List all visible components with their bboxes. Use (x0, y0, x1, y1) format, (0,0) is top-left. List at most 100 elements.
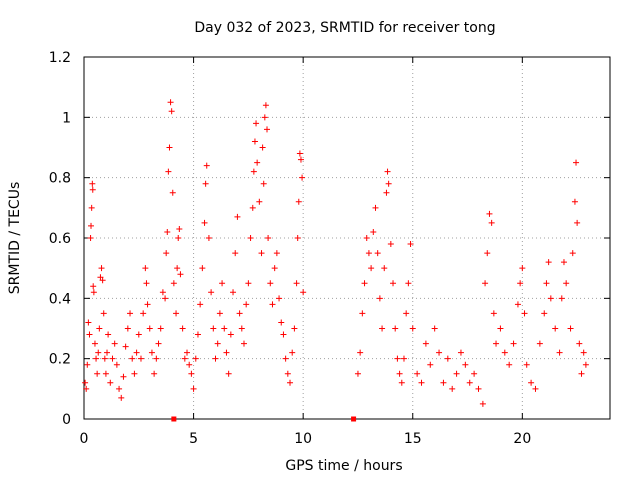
data-point (190, 385, 197, 392)
data-point (560, 259, 567, 266)
data-point (179, 325, 186, 332)
data-point (202, 180, 209, 187)
data-point (479, 400, 486, 407)
data-point (137, 355, 144, 362)
data-point (259, 144, 266, 151)
data-point (383, 189, 390, 196)
y-tick-label: 0.2 (49, 352, 71, 368)
data-point (359, 310, 366, 317)
data-point (427, 361, 434, 368)
data-point (256, 198, 263, 205)
data-point (466, 379, 473, 386)
data-point (563, 280, 570, 287)
data-point (188, 370, 195, 377)
data-point (273, 250, 280, 257)
data-point (135, 331, 142, 338)
data-point (506, 361, 513, 368)
x-tick-label: 15 (404, 431, 422, 447)
data-point (521, 310, 528, 317)
data-point (140, 310, 147, 317)
data-point (545, 259, 552, 266)
data-point (131, 370, 138, 377)
x-axis-label: GPS time / hours (285, 458, 402, 474)
data-point (372, 204, 379, 211)
data-point (363, 235, 370, 241)
data-point (163, 250, 170, 257)
data-point (556, 349, 563, 356)
data-point (122, 343, 129, 350)
data-point (227, 331, 234, 338)
data-point (436, 349, 443, 356)
data-point (407, 241, 414, 248)
data-point (582, 361, 589, 368)
data-point (192, 355, 199, 362)
data-point (501, 349, 508, 356)
data-point (184, 349, 191, 356)
data-point (174, 265, 181, 272)
data-point (155, 340, 162, 347)
data-point (269, 301, 276, 308)
data-point (205, 235, 212, 241)
data-point (258, 250, 265, 257)
data-point (86, 331, 93, 338)
data-point (223, 349, 230, 356)
gap-markers (171, 416, 357, 422)
data-point (486, 210, 493, 217)
gap-marker (171, 416, 177, 422)
data-point (249, 204, 256, 211)
data-point (368, 265, 375, 272)
data-point (354, 370, 361, 377)
data-point (90, 283, 97, 290)
data-point (576, 340, 583, 347)
data-point (488, 219, 495, 226)
data-point (543, 280, 550, 287)
data-point (109, 355, 116, 362)
data-point (127, 310, 134, 317)
data-point (297, 156, 304, 163)
y-tick-label: 0.8 (49, 171, 71, 187)
x-tick-label: 10 (294, 431, 312, 447)
data-point (243, 301, 250, 308)
data-point (361, 280, 368, 287)
data-point (444, 355, 451, 362)
data-point (175, 235, 182, 241)
data-point (91, 340, 98, 347)
data-point (159, 289, 166, 296)
data-point (82, 379, 89, 386)
data-point (291, 325, 298, 332)
data-point (261, 114, 268, 121)
data-point (405, 280, 412, 287)
data-point (177, 271, 184, 278)
grid-lines (84, 57, 610, 419)
data-point (129, 355, 136, 362)
data-point (578, 370, 585, 377)
data-point (236, 310, 243, 317)
data-point (97, 274, 104, 281)
data-point (484, 250, 491, 257)
data-point (431, 325, 438, 332)
data-point (120, 373, 127, 380)
data-point (253, 120, 260, 127)
data-point (153, 355, 160, 362)
data-point (105, 331, 112, 338)
data-point (234, 213, 241, 220)
data-point (294, 235, 301, 241)
plot-frame (83, 56, 611, 420)
x-tick-label: 5 (189, 431, 198, 447)
data-point (567, 325, 574, 332)
data-point (299, 174, 306, 181)
data-point (449, 385, 456, 392)
data-point (390, 280, 397, 287)
data-point (289, 349, 296, 356)
data-point (260, 180, 267, 187)
data-point (374, 250, 381, 257)
data-point (151, 370, 158, 377)
y-tick-label: 1.2 (49, 50, 71, 66)
data-point (365, 250, 372, 257)
data-point (88, 204, 95, 211)
data-point (400, 355, 407, 362)
x-tick-label: 20 (513, 431, 531, 447)
data-point (95, 349, 102, 356)
data-point (370, 228, 377, 235)
data-point (376, 295, 383, 302)
